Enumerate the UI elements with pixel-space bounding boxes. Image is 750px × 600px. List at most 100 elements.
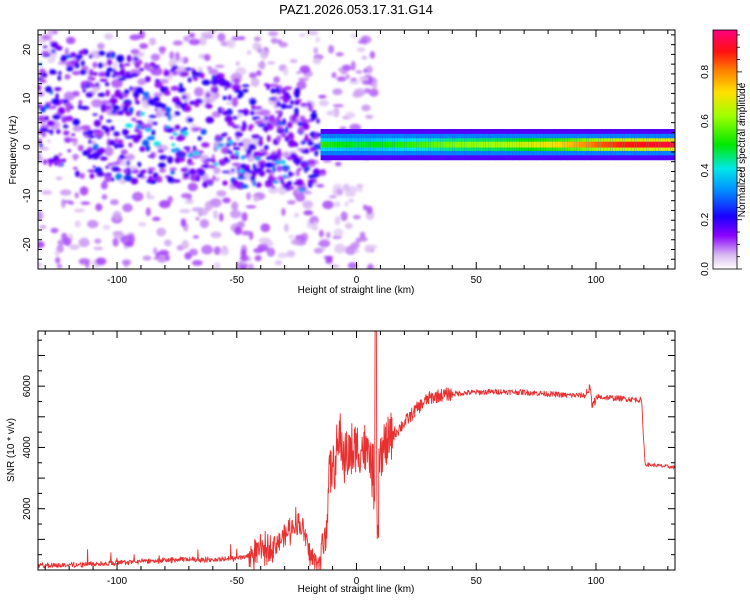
heatmap-blob (39, 143, 43, 148)
heatmap-blob (57, 75, 62, 81)
heatmap-blob (259, 148, 268, 153)
heatmap-blob (97, 62, 104, 69)
ridge-segment (485, 141, 489, 148)
heatmap-blob (268, 31, 279, 37)
ridge-segment (555, 141, 559, 148)
heatmap-blob (104, 146, 114, 157)
heatmap-blob (95, 257, 107, 266)
ridge-segment (445, 141, 449, 148)
heatmap-blob (276, 135, 281, 143)
heatmap-blob (328, 44, 335, 54)
heatmap-blob (187, 77, 192, 83)
ridge-segment (646, 141, 650, 148)
heatmap-blob (195, 98, 200, 104)
heatmap-blob (259, 49, 269, 60)
snr-panel: -100 -50 0 50 100 2000 4000 6000 Height of str… (6, 330, 676, 595)
heatmap-blob (178, 83, 183, 88)
heatmap-blob (277, 252, 289, 259)
heatmap-blob (276, 125, 284, 130)
heatmap-blob (181, 151, 185, 156)
heatmap-blob (91, 152, 100, 160)
ridge-segment (404, 141, 408, 148)
heatmap-blob (184, 67, 192, 71)
heatmap-blob (357, 40, 366, 44)
heatmap-blob (74, 220, 81, 228)
ridge-segment (402, 141, 405, 148)
heatmap-blob (200, 128, 207, 135)
heatmap-blob (334, 161, 342, 167)
heatmap-blob (318, 229, 324, 238)
heatmap-blob (307, 102, 312, 108)
ridge-segment (569, 141, 573, 148)
heatmap-blob (191, 259, 203, 266)
heatmap-blob (115, 173, 122, 181)
heatmap-blob (298, 188, 306, 192)
heatmap-blob (74, 170, 80, 178)
heatmap-blob (282, 174, 288, 179)
ridge-segment (619, 141, 623, 148)
colorbar-tick-label: 0.0 (700, 262, 711, 276)
heatmap-blob (136, 124, 142, 129)
heatmap-blob (307, 174, 317, 179)
heatmap-blob (256, 70, 262, 77)
heatmap-blob (110, 54, 115, 59)
ridge-segment (378, 141, 382, 148)
heatmap-blob (63, 102, 73, 107)
heatmap-blob (234, 226, 242, 236)
heatmap-blob (109, 199, 119, 206)
heatmap-blob (364, 244, 373, 253)
heatmap-blob (201, 164, 207, 168)
heatmap-blob (109, 97, 118, 105)
heatmap-blob (199, 219, 210, 229)
heatmap-blob (211, 158, 216, 163)
heatmap-blob (281, 207, 286, 216)
heatmap-blob (153, 92, 163, 97)
heatmap-blob (284, 223, 289, 233)
heatmap-blob (275, 110, 282, 114)
ridge-segment (430, 141, 434, 148)
ridge-segment (476, 141, 480, 148)
heatmap-blob (192, 151, 200, 156)
heatmap-blob (180, 218, 187, 228)
heatmap-blob (366, 205, 373, 215)
heatmap-blob (57, 61, 69, 65)
top-y-axis-label: Frequency (Hz) (8, 116, 19, 185)
heatmap-blob (361, 55, 368, 60)
heatmap-blob (104, 82, 110, 87)
heatmap-blob (211, 74, 216, 81)
heatmap-blob (322, 200, 334, 210)
heatmap-blob (249, 144, 253, 152)
heatmap-blob (182, 127, 189, 131)
x-tick-label: -100 (107, 275, 127, 286)
heatmap-blob (260, 223, 271, 233)
heatmap-blob (111, 165, 120, 172)
heatmap-blob (285, 91, 289, 97)
heatmap-blob (192, 235, 200, 239)
y-tick-label: 10 (22, 92, 33, 104)
heatmap-blob (199, 72, 205, 79)
colorbar-tick-label: 0.4 (700, 163, 711, 177)
ridge-segment (593, 141, 597, 148)
ridge-segment (471, 141, 475, 148)
heatmap-blob (87, 76, 92, 80)
heatmap-blob (79, 172, 86, 179)
heatmap-blob (108, 139, 117, 146)
heatmap-blob (252, 180, 256, 187)
heatmap-blob (133, 56, 139, 61)
heatmap-blob (249, 110, 255, 116)
heatmap-blob (221, 110, 230, 116)
heatmap-blob (242, 88, 249, 93)
heatmap-blob (74, 62, 80, 69)
heatmap-blob (186, 148, 190, 154)
heatmap-blob (106, 67, 114, 73)
heatmap-blob (101, 194, 108, 200)
heatmap-blob (252, 117, 256, 121)
heatmap-blob (59, 98, 64, 104)
ridge-segment (334, 141, 338, 148)
ridge-segment (639, 141, 643, 148)
ridge-segment (631, 141, 635, 148)
heatmap-blob (196, 168, 204, 174)
heatmap-blob (92, 129, 102, 133)
heatmap-blob (167, 156, 174, 164)
heatmap-blob (286, 250, 296, 258)
